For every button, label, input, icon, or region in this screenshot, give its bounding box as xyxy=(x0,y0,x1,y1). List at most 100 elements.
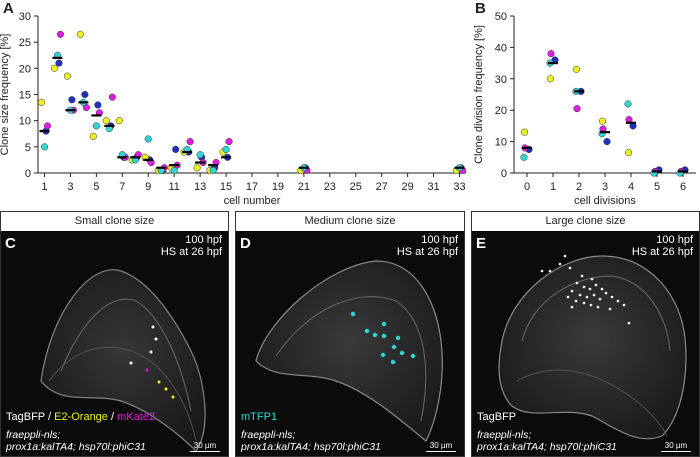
x-tick-label: 11 xyxy=(168,181,179,193)
x-tick-label: 0 xyxy=(524,181,530,193)
x-tick-label: 25 xyxy=(350,181,362,193)
panel-letter-e: E xyxy=(476,235,487,252)
data-point-cyan xyxy=(209,166,217,174)
data-point-magenta xyxy=(225,138,233,146)
data-point-magenta xyxy=(108,93,116,101)
data-point-cyan xyxy=(144,135,152,143)
data-point-yellow xyxy=(37,98,46,106)
panel-title: Small clone size xyxy=(1,212,228,232)
data-point-magenta xyxy=(56,30,65,38)
neuromast-render xyxy=(255,260,443,442)
data-point-magenta xyxy=(82,104,90,112)
panel-letter-b: B xyxy=(475,0,486,17)
data-point-yellow xyxy=(115,117,123,125)
scale-bar: 30 µm xyxy=(661,441,691,452)
genotype-label: fraeppli-nls; prox1a:kalTA4; hsp70l:phiC3… xyxy=(477,429,617,453)
x-tick-label: 4 xyxy=(628,181,634,193)
panel-letter-c: C xyxy=(5,235,16,252)
cell-nuclei xyxy=(350,311,416,365)
x-tick-label: 1 xyxy=(41,181,47,193)
x-tick-label: 31 xyxy=(427,181,439,193)
x-tick-label: 7 xyxy=(119,181,125,193)
microscopy-image: E 100 hpf HS at 26 hpf TagBFP fraeppli-nl… xyxy=(472,231,699,456)
cell-nuclei xyxy=(129,325,175,399)
data-point-cyan xyxy=(40,143,49,151)
microscopy-image: C 100 hpf HS at 26 hpf TagBFP / E2-Orange… xyxy=(1,231,228,456)
x-tick-label: 9 xyxy=(145,181,151,193)
panel-title: Large clone size xyxy=(472,212,699,232)
x-tick-label: 1 xyxy=(550,181,556,193)
data-point-cyan xyxy=(624,100,632,108)
x-tick-label: 29 xyxy=(402,181,414,193)
data-point-blue xyxy=(55,59,63,67)
y-tick-label: 30 xyxy=(19,11,31,23)
y-tick-label: 30 xyxy=(495,74,507,86)
data-point-cyan xyxy=(170,166,178,174)
data-point-yellow xyxy=(546,75,555,83)
x-tick-label: 13 xyxy=(194,181,206,193)
data-point-cyan xyxy=(92,122,100,130)
data-point-magenta xyxy=(573,105,581,113)
microscopy-image: D 100 hpf HS at 26 hpf mTFP1 fraeppli-nls… xyxy=(236,231,464,456)
y-tick-label: 25 xyxy=(19,37,31,49)
data-point-yellow xyxy=(89,132,97,140)
y-tick-label: 50 xyxy=(495,11,507,23)
scale-bar: 30 µm xyxy=(190,441,220,452)
scale-bar: 30 µm xyxy=(426,441,456,452)
data-point-blue xyxy=(94,101,102,109)
panel-title: Medium clone size xyxy=(236,212,464,232)
x-tick-label: 3 xyxy=(602,181,608,193)
x-tick-label: 17 xyxy=(246,181,258,193)
y-tick-label: 40 xyxy=(495,42,507,54)
x-tick-label: 21 xyxy=(298,181,310,193)
data-point-blue xyxy=(81,90,89,99)
cell-nuclei xyxy=(540,254,631,325)
genotype-label: fraeppli-nls; prox1a:kalTA4; hsp70l:phiC3… xyxy=(241,429,381,453)
image-panel-large-clone: Large clone size xyxy=(471,211,700,457)
y-tick-label: 20 xyxy=(495,105,507,117)
data-point-magenta xyxy=(43,122,52,130)
data-point-blue xyxy=(603,138,611,146)
data-point-yellow xyxy=(76,30,84,38)
x-tick-label: 27 xyxy=(376,181,388,193)
panel-letter-a: A xyxy=(3,0,14,17)
channel-legend: TagBFP xyxy=(477,411,517,423)
x-tick-label: 5 xyxy=(654,181,660,193)
genotype-label: fraeppli-nls; prox1a:kalTA4; hsp70l:phiC3… xyxy=(6,429,146,453)
x-axis-label: cell divisions xyxy=(574,195,636,207)
timestamp: 100 hpf HS at 26 hpf xyxy=(631,234,693,258)
image-panel-small-clone: Small clone size C 100 hpf HS at xyxy=(0,211,229,457)
y-tick-label: 0 xyxy=(25,168,31,180)
data-point-cyan xyxy=(520,153,528,161)
channel-legend: TagBFP / E2-Orange / mKate2 xyxy=(6,411,156,423)
y-axis-label: Clone division frequency [%] xyxy=(474,25,485,164)
x-tick-label: 5 xyxy=(93,181,99,193)
clone-division-chart: 0 10 20 30 40 50 0 1 2 3 4 5 6 cell divisions Clone di… xyxy=(474,11,696,207)
data-point-yellow xyxy=(520,128,529,136)
x-tick-label: 6 xyxy=(680,181,686,193)
x-tick-label: 15 xyxy=(220,181,232,193)
channel-legend: mTFP1 xyxy=(241,411,278,423)
panel-letter-d: D xyxy=(240,235,251,252)
x-tick-label: 23 xyxy=(324,181,336,193)
x-axis-label: cell number xyxy=(224,195,281,207)
y-tick-label: 10 xyxy=(19,116,31,128)
y-tick-label: 20 xyxy=(19,63,31,75)
x-tick-label: 19 xyxy=(272,181,284,193)
data-point-blue xyxy=(68,96,76,104)
x-tick-label: 33 xyxy=(453,181,465,193)
x-tick-label: 2 xyxy=(576,181,582,193)
data-point-yellow xyxy=(598,117,607,125)
timestamp: 100 hpf HS at 26 hpf xyxy=(396,234,458,258)
neuromast-render xyxy=(498,255,687,440)
data-point-magenta xyxy=(186,138,194,146)
y-tick-label: 5 xyxy=(25,142,31,154)
data-point-cyan xyxy=(222,145,230,153)
data-point-yellow xyxy=(624,149,633,157)
y-axis-label: Clone size frequency [%] xyxy=(0,34,11,156)
data-point-magenta xyxy=(547,50,555,58)
y-tick-label: 15 xyxy=(19,90,31,102)
x-tick-label: 3 xyxy=(67,181,73,193)
data-point-blue xyxy=(172,145,180,153)
